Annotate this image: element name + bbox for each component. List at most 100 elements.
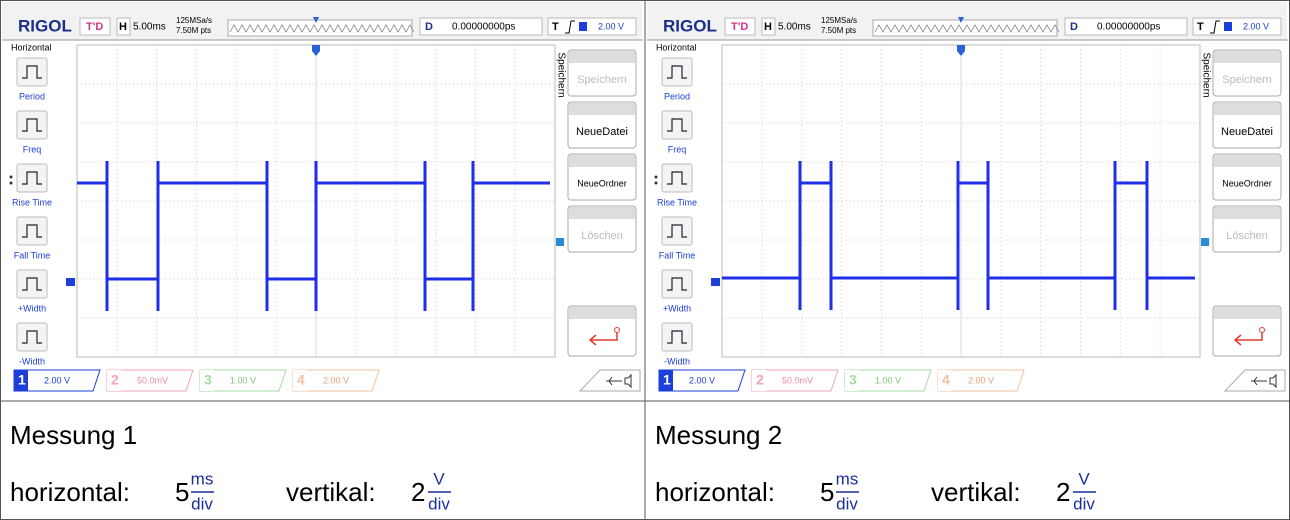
left-menu-item: Rise Time [657, 197, 697, 207]
menu-icon [662, 111, 692, 139]
channel-scale: 50.0mV [782, 375, 813, 385]
delay: 0.00000000ps [452, 22, 515, 33]
right-menu-title: Speichern [1200, 52, 1211, 97]
caption-title: Messung 1 [10, 420, 137, 450]
button-top [1214, 155, 1280, 167]
trigger-mode: T'D [86, 21, 103, 33]
menu-icon [662, 217, 692, 245]
menu-icon [17, 111, 47, 139]
vertical-value: 2 [411, 477, 425, 507]
button-top [1214, 207, 1280, 219]
menu-icon [17, 270, 47, 298]
menu-icon [662, 58, 692, 86]
left-menu-item: Period [19, 91, 45, 101]
left-menu-item: Freq [668, 144, 687, 154]
right-menu-item: NeueDatei [576, 126, 628, 138]
h-label: H [119, 21, 127, 33]
right-menu-item: NeueDatei [1221, 126, 1273, 138]
left-menu-title: Horizontal [11, 42, 52, 52]
button-top [569, 51, 635, 63]
channel-number: 4 [942, 372, 950, 388]
timebase: 5.00ms [778, 22, 811, 33]
right-menu-item: Löschen [1226, 230, 1268, 242]
left-menu-item: +Width [18, 303, 46, 313]
menu-icon [17, 323, 47, 351]
left-menu-item: Freq [23, 144, 42, 154]
level-marker [556, 238, 564, 246]
right-menu-item: NeueOrdner [577, 178, 627, 188]
channel-number: 1 [663, 372, 671, 388]
left-menu-item: Period [664, 91, 690, 101]
horizontal-label: horizontal: [655, 477, 775, 507]
t-label: T [1197, 21, 1204, 33]
brand: RIGOL [18, 16, 72, 35]
channel-scale: 2.00 V [689, 375, 715, 385]
right-menu-title: Speichern [555, 52, 566, 97]
button-top [1214, 307, 1280, 319]
menu-icon [662, 270, 692, 298]
return-dot [1260, 328, 1265, 333]
channel-scale: 2.00 V [323, 375, 349, 385]
ch1-marker [711, 278, 720, 286]
button-top [569, 207, 635, 219]
delay: 0.00000000ps [1097, 22, 1160, 33]
trigger-mode: T'D [731, 21, 748, 33]
channel-number: 3 [204, 372, 212, 388]
channel-number: 2 [756, 372, 764, 388]
channel-number: 2 [111, 372, 119, 388]
page: RIGOLT'DH5.00ms125MSa/s7.50M ptsD0.00000… [0, 0, 1290, 520]
channel-scale: 1.00 V [230, 375, 256, 385]
menu-icon [17, 58, 47, 86]
horizontal-value: 5 [175, 477, 189, 507]
memory: 7.50M pts [176, 26, 211, 35]
vertical-unit-num: V [433, 469, 445, 488]
channel-number: 3 [849, 372, 857, 388]
button-top [1214, 103, 1280, 115]
vertical-unit-num: V [1078, 469, 1090, 488]
channel-scale: 1.00 V [875, 375, 901, 385]
return-dot [615, 328, 620, 333]
level-marker [1201, 238, 1209, 246]
button-top [569, 103, 635, 115]
menu-dot [10, 182, 13, 185]
left-menu-item: Fall Time [14, 250, 51, 260]
vertical-unit-den: div [1073, 494, 1095, 513]
menu-icon [662, 323, 692, 351]
brand: RIGOL [663, 16, 717, 35]
menu-dot [10, 176, 13, 179]
channel-number: 4 [297, 372, 305, 388]
channel-scale: 2.00 V [44, 375, 70, 385]
button-top [1214, 51, 1280, 63]
horizontal-value: 5 [820, 477, 834, 507]
left-menu-item: +Width [663, 303, 691, 313]
menu-icon [17, 217, 47, 245]
sample-rate: 125MSa/s [176, 16, 212, 25]
menu-dot [655, 176, 658, 179]
right-menu-item: Löschen [581, 230, 623, 242]
ch1-marker [66, 278, 75, 286]
horizontal-unit-den: div [836, 494, 858, 513]
left-menu-item: Fall Time [659, 250, 696, 260]
horizontal-unit-num: ms [836, 469, 859, 488]
channel-scale: 50.0mV [137, 375, 168, 385]
channel-number: 1 [18, 372, 26, 388]
left-menu-title: Horizontal [656, 42, 697, 52]
timebase: 5.00ms [133, 22, 166, 33]
left-menu-item: -Width [19, 356, 45, 366]
trigger-level: 2.00 V [1243, 21, 1269, 31]
button-top [569, 307, 635, 319]
ch-icon [579, 22, 587, 31]
t-label: T [552, 21, 559, 33]
horizontal-unit-den: div [191, 494, 213, 513]
left-menu-item: Rise Time [12, 197, 52, 207]
horizontal-unit-num: ms [191, 469, 214, 488]
menu-dot [655, 182, 658, 185]
channel-scale: 2.00 V [968, 375, 994, 385]
caption-title: Messung 2 [655, 420, 782, 450]
button-top [569, 155, 635, 167]
right-menu-item: NeueOrdner [1222, 178, 1272, 188]
vertical-unit-den: div [428, 494, 450, 513]
vertical-label: vertikal: [286, 477, 376, 507]
left-menu-item: -Width [664, 356, 690, 366]
menu-icon [17, 164, 47, 192]
